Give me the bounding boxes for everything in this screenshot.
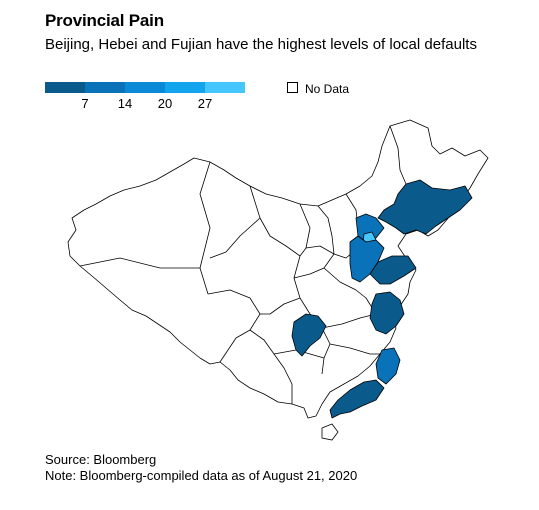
province-guangdong [329, 379, 385, 419]
province-border [317, 205, 335, 255]
province-shandong [369, 255, 417, 285]
china-province-map [67, 119, 489, 441]
province-chongqing [291, 313, 327, 357]
province-border [209, 217, 261, 259]
no-data-swatch [287, 82, 298, 93]
legend-tick: 7 [81, 96, 89, 111]
province-jiangsu-anhui [369, 291, 405, 335]
province-border [79, 257, 200, 269]
color-legend: 7 14 20 27 No Data [45, 82, 365, 116]
province-border [389, 125, 407, 185]
province-fujian [375, 347, 401, 385]
province-border [199, 161, 211, 295]
legend-swatch-5 [205, 82, 245, 93]
legend-swatch-2 [85, 82, 125, 93]
province-border [299, 297, 331, 375]
province-border [293, 267, 325, 279]
source-note: Source: Bloomberg [45, 452, 157, 467]
province-heilongjiang-jilin-liaoning [377, 179, 473, 235]
province-border [323, 267, 377, 315]
chart-subtitle: Beijing, Hebei and Fujian have the highe… [45, 36, 477, 53]
legend-tick: 27 [197, 96, 213, 111]
province-border [249, 329, 293, 404]
legend-swatch-3 [125, 82, 165, 93]
province-border [329, 343, 380, 355]
province-border [249, 185, 301, 257]
legend-tick: 14 [117, 96, 133, 111]
province-hainan [321, 423, 339, 441]
province-border [293, 203, 311, 299]
legend-swatch-4 [165, 82, 205, 93]
province-border [323, 253, 335, 269]
china-outline [67, 119, 489, 419]
data-note: Note: Bloomberg-compiled data as of Augu… [45, 468, 358, 483]
legend-swatch-1 [45, 82, 85, 93]
chart-title: Provincial Pain [45, 11, 164, 30]
province-border [260, 297, 301, 315]
legend-tick: 20 [157, 96, 173, 111]
no-data-label: No Data [305, 82, 350, 96]
